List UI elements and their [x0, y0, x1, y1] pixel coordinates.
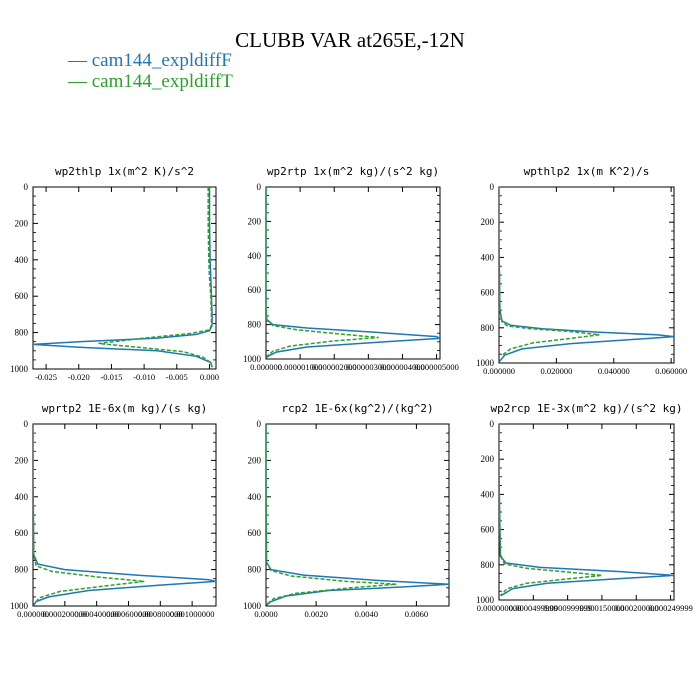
y-tick-label: 400	[15, 255, 29, 265]
y-tick-label: 200	[248, 455, 262, 465]
x-tick-label: 0.000800000	[138, 609, 183, 619]
panel-title: wp2rtp 1x(m^2 kg)/(s^2 kg)	[267, 165, 439, 178]
x-tick-label: 0.000005000	[414, 362, 459, 372]
series-line-expldiffT	[499, 424, 602, 597]
x-tick-label: 0.000200000	[43, 609, 88, 619]
x-tick-label: 0.0000499999	[509, 603, 558, 613]
x-tick-label: 0.020000	[540, 366, 572, 376]
y-tick-label: 800	[481, 560, 495, 570]
series-line-expldiffF	[499, 424, 674, 597]
series-line-expldiffT	[266, 187, 379, 357]
y-tick-label: 600	[248, 285, 262, 295]
chart-panel-2: wp2rtp 1x(m^2 kg)/(s^2 kg) 0 200 400 600 800 1…	[243, 165, 459, 372]
x-tick-label: 0.0000	[254, 609, 277, 619]
panel-title: rcp2 1E-6x(kg^2)/(kg^2)	[281, 402, 433, 415]
x-tick-label: 0.000	[200, 372, 219, 382]
chart-panel-4: wprtp2 1E-6x(m kg)/(s kg) 0 200 400 600 800 10…	[10, 402, 217, 619]
y-tick-label: 1000	[243, 354, 262, 364]
x-tick-label: 0.000001000	[278, 362, 323, 372]
x-tick-label: 0.000004000	[380, 362, 425, 372]
series-line-expldiffF	[266, 424, 449, 606]
plot-frame	[32, 186, 217, 370]
y-tick-label: 1000	[476, 595, 495, 605]
chart-panel-3: wpthlp2 1x(m K^2)/s 0 200 400 600 800 10000.00…	[476, 165, 687, 376]
y-tick-label: 800	[248, 565, 262, 575]
y-tick-label: 1000	[10, 601, 29, 611]
y-tick-label: 600	[15, 291, 29, 301]
x-tick-label: 0.001000000	[170, 609, 215, 619]
y-tick-label: 200	[15, 218, 29, 228]
series-line-expldiffT	[98, 187, 213, 368]
y-tick-label: 800	[481, 323, 495, 333]
y-tick-label: 1000	[476, 358, 495, 368]
y-tick-label: 600	[248, 528, 262, 538]
y-tick-label: 400	[15, 492, 29, 502]
x-tick-label: 0.000000	[17, 609, 49, 619]
y-tick-label: 400	[248, 492, 262, 502]
y-tick-label: 200	[481, 217, 495, 227]
x-tick-label: 0.000150000	[580, 603, 625, 613]
y-tick-label: 800	[15, 328, 29, 338]
series-line-expldiffF	[33, 187, 213, 368]
x-tick-label: -0.015	[100, 372, 122, 382]
x-tick-label: 0.0060	[405, 609, 428, 619]
x-tick-label: 0.0020	[304, 609, 327, 619]
series-line-expldiffT	[33, 424, 145, 605]
y-tick-label: 600	[15, 528, 29, 538]
y-tick-label: 0	[257, 419, 262, 429]
series-line-expldiffT	[266, 424, 397, 605]
chart-panel-6: wp2rcp 1E-3x(m^2 kg)/(s^2 kg) 0 200 400 600 8…	[476, 402, 693, 613]
y-tick-label: 0	[490, 419, 495, 429]
y-tick-label: 200	[15, 455, 29, 465]
y-tick-label: 0	[257, 182, 262, 192]
x-tick-label: -0.025	[35, 372, 57, 382]
y-tick-label: 400	[248, 251, 262, 261]
x-tick-label: 0.0040	[355, 609, 378, 619]
y-tick-label: 400	[481, 252, 495, 262]
y-tick-label: 400	[481, 489, 495, 499]
x-tick-label: 0.000000	[483, 366, 515, 376]
panel-title: wprtp2 1E-6x(m kg)/(s kg)	[42, 402, 208, 415]
series-line-expldiffF	[266, 187, 440, 359]
x-tick-label: -0.010	[133, 372, 155, 382]
x-tick-label: 0.000000	[250, 362, 282, 372]
x-tick-label: -0.005	[166, 372, 188, 382]
x-tick-label: 0.000400000	[74, 609, 119, 619]
chart-panel-1: wp2thlp 1x(m^2 K)/s^2 0 200 400 600 800 1000 -0…	[10, 165, 219, 382]
figure-title: CLUBB VAR at265E,-12N	[235, 28, 465, 52]
y-tick-label: 200	[248, 216, 262, 226]
y-tick-label: 800	[15, 565, 29, 575]
x-tick-label: 0.000002000	[312, 362, 357, 372]
y-tick-label: 600	[481, 288, 495, 298]
plot-frame	[265, 186, 441, 360]
y-tick-label: 1000	[243, 601, 262, 611]
x-tick-label: 0.000200000	[614, 603, 659, 613]
x-tick-label: -0.020	[68, 372, 90, 382]
panel-title: wp2thlp 1x(m^2 K)/s^2	[55, 165, 194, 178]
x-tick-label: 0.0000999999	[543, 603, 592, 613]
series-line-expldiffF	[33, 424, 216, 606]
x-tick-label: 0.060000	[655, 366, 687, 376]
y-tick-label: 1000	[10, 364, 29, 374]
legend-item-expldiffT: — cam144_expldiffT	[68, 71, 233, 92]
series-line-expldiffT	[499, 187, 600, 357]
y-tick-label: 600	[481, 525, 495, 535]
legend-item-expldiffF: — cam144_expldiffF	[68, 50, 232, 71]
y-tick-label: 200	[481, 454, 495, 464]
y-tick-label: 0	[24, 182, 29, 192]
chart-panel-5: rcp2 1E-6x(kg^2)/(kg^2) 0 200 400 600 800 1000…	[243, 402, 450, 619]
series-line-expldiffF	[499, 187, 674, 362]
y-tick-label: 800	[248, 320, 262, 330]
panel-title: wp2rcp 1E-3x(m^2 kg)/(s^2 kg)	[490, 402, 682, 415]
y-tick-label: 0	[490, 182, 495, 192]
x-tick-label: 0.000600000	[106, 609, 151, 619]
x-tick-label: 0.000003000	[346, 362, 391, 372]
y-tick-label: 0	[24, 419, 29, 429]
panel-title: wpthlp2 1x(m K^2)/s	[524, 165, 650, 178]
x-tick-label: 0.000000000	[477, 603, 522, 613]
x-tick-label: 0.000249999	[648, 603, 693, 613]
x-tick-label: 0.040000	[598, 366, 630, 376]
